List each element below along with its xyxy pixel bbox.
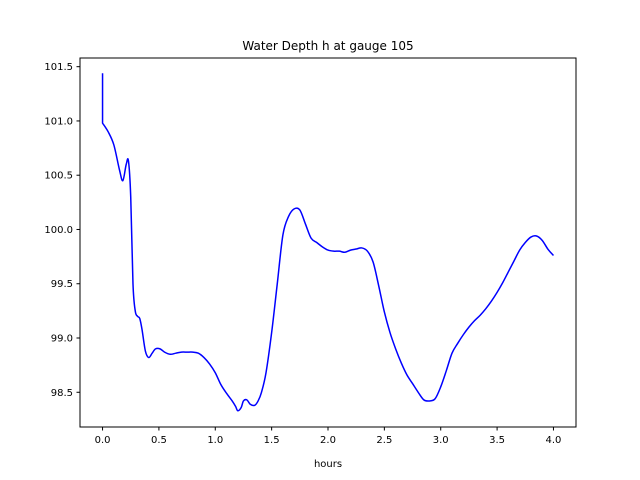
x-tick-label: 3.5 [489, 435, 505, 446]
x-tick-label: 2.5 [376, 435, 392, 446]
y-tick-label: 100.0 [44, 225, 73, 236]
series-layer [101, 73, 555, 412]
x-tick-label: 3.0 [433, 435, 449, 446]
y-tick-label: 99.0 [51, 334, 73, 345]
x-tick-label: 1.5 [264, 435, 280, 446]
plot-area-frame [79, 57, 577, 428]
y-tick-label: 101.0 [44, 116, 73, 127]
y-tick-label: 100.5 [44, 171, 73, 182]
x-tick-label: 1.0 [207, 435, 223, 446]
y-tick-label: 98.5 [51, 388, 73, 399]
y-tick-label: 101.5 [44, 62, 73, 73]
y-tick-label: 99.5 [51, 279, 73, 290]
x-tick-label: 0.0 [95, 435, 111, 446]
x-tick-label: 4.0 [546, 435, 562, 446]
chart-title: Water Depth h at gauge 105 [242, 39, 413, 53]
ticks-layer: 0.0 0.5 1.0 1.5 2.0 2.5 3.0 3.5 4.0 98.5 99.0 99.5 1… [44, 62, 561, 446]
x-tick-label: 0.5 [151, 435, 167, 446]
x-tick-label: 2.0 [320, 435, 336, 446]
water-depth-line [101, 73, 555, 412]
x-axis-label: hours [314, 459, 342, 470]
